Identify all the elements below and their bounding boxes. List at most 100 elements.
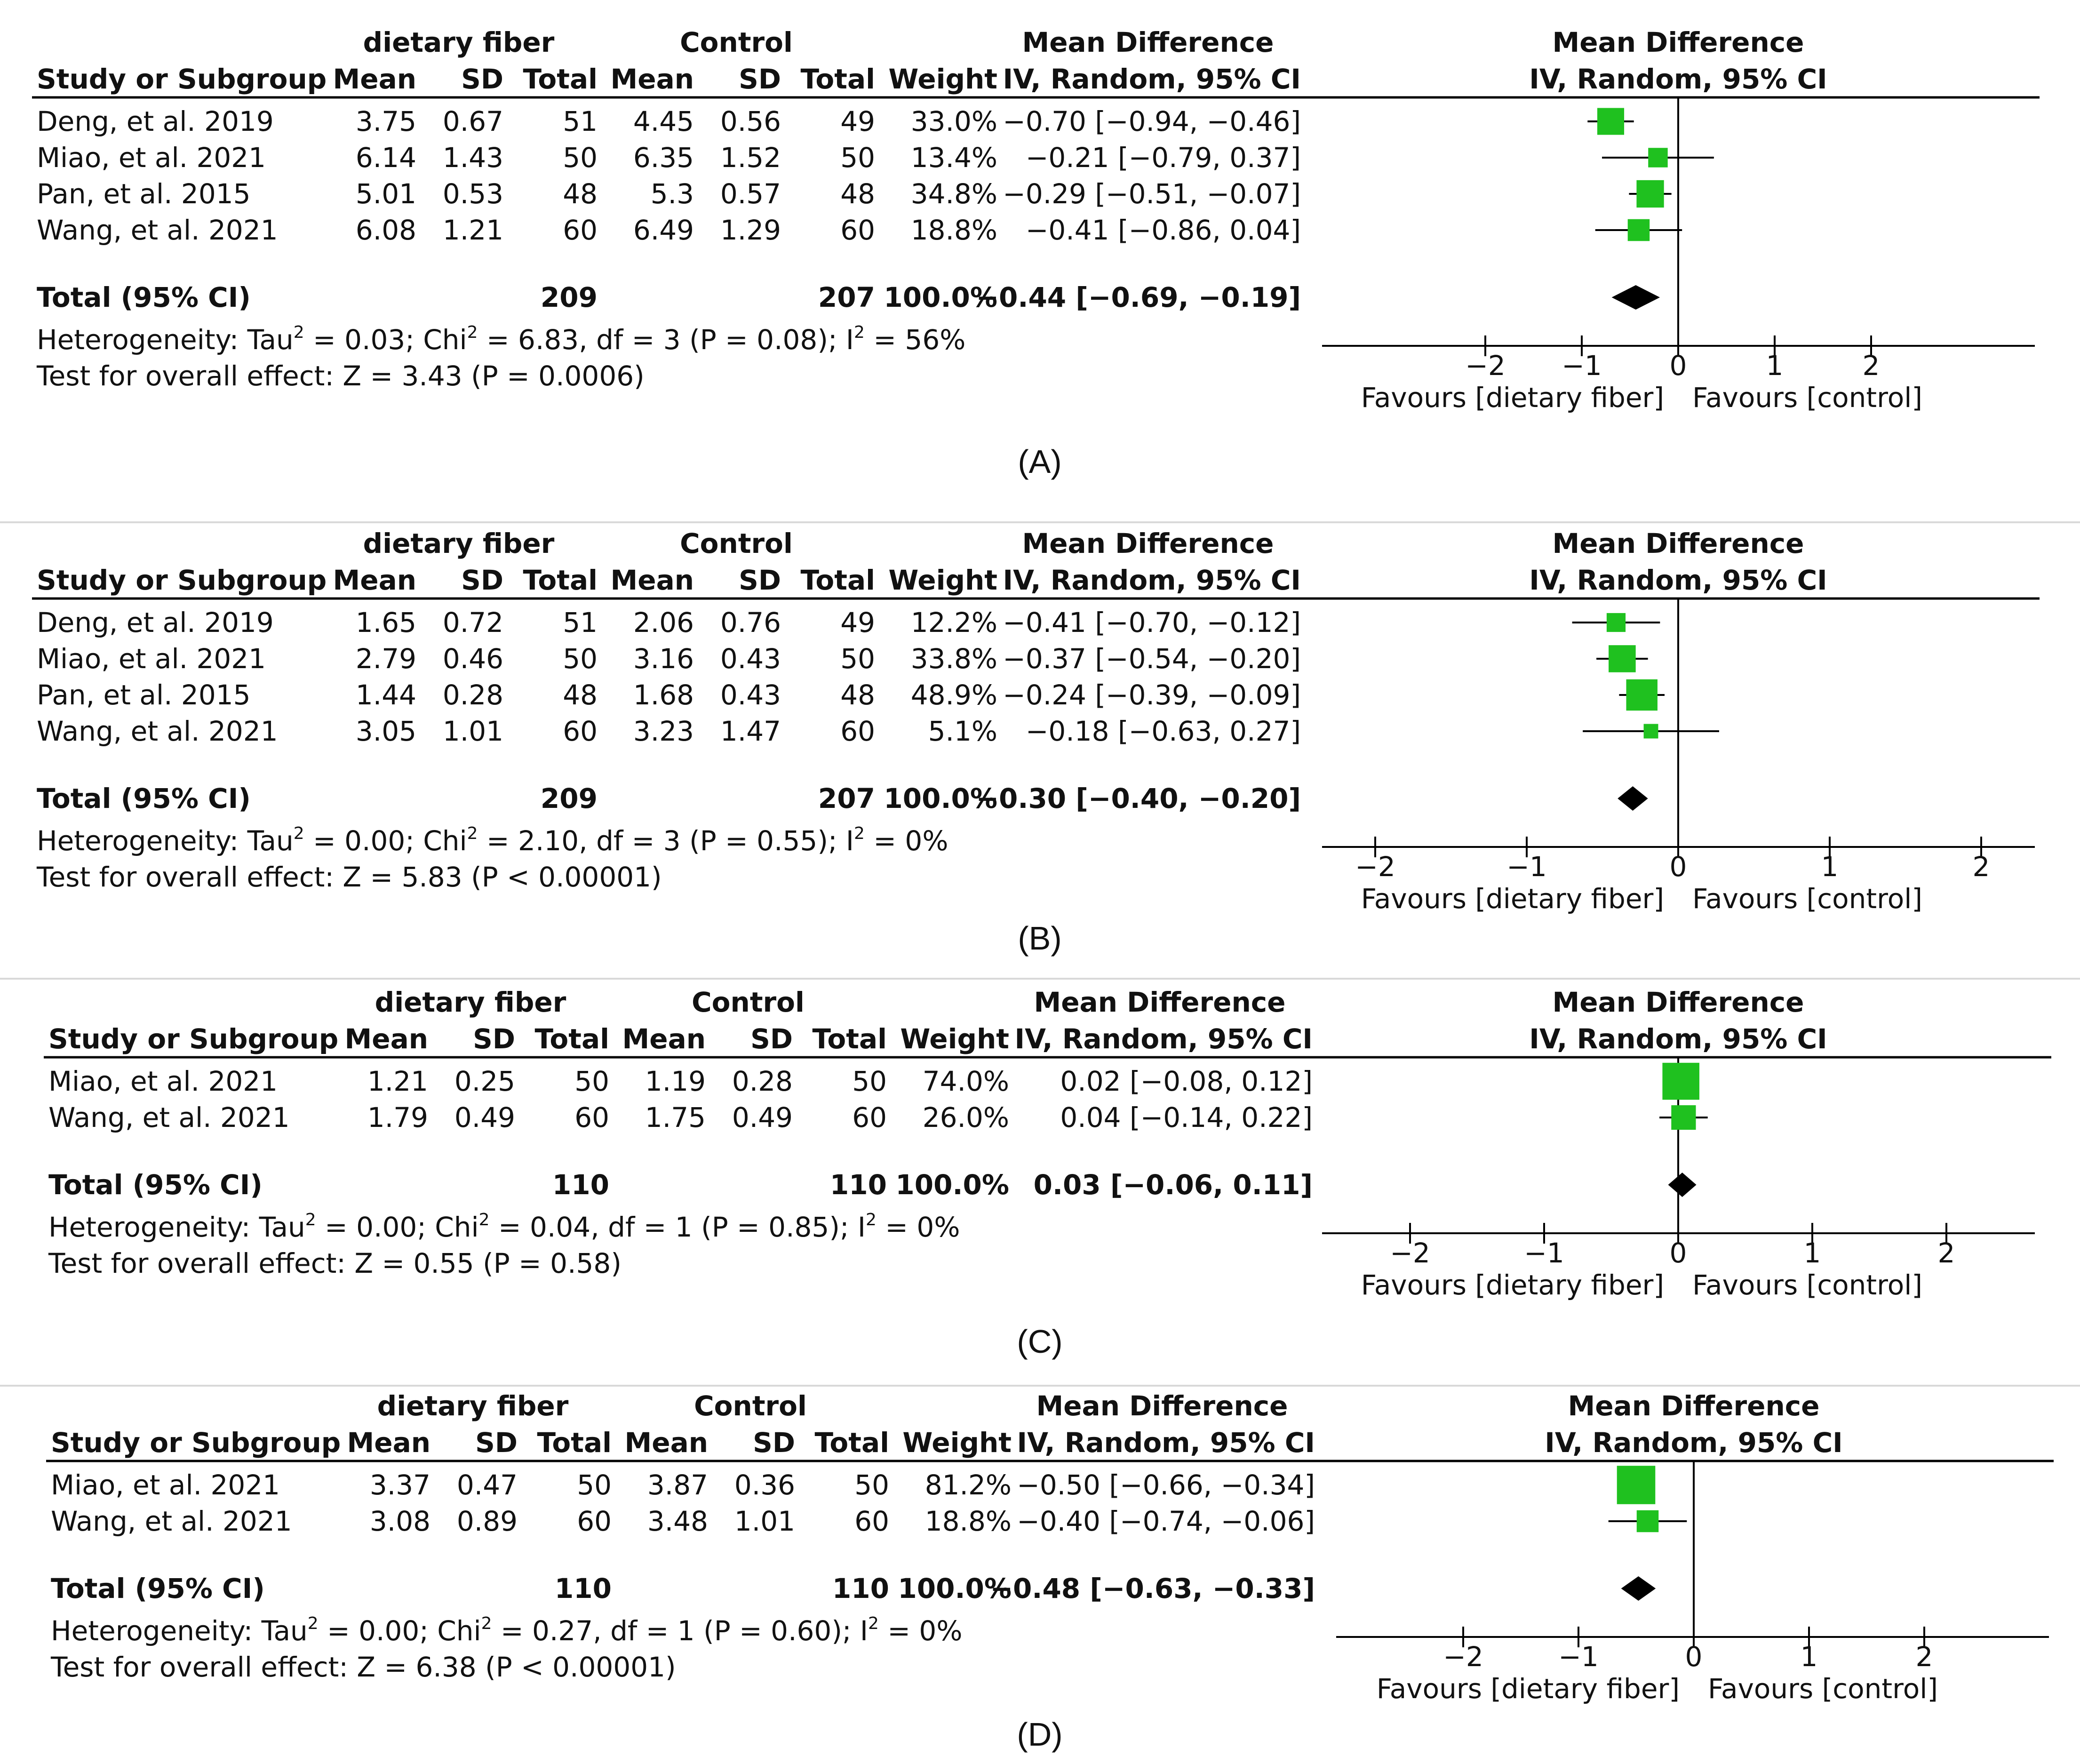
exp-total: 60 [563,715,598,747]
ctrl-mean: 2.06 [633,607,694,639]
study-name: Miao, et al. 2021 [37,643,266,675]
study-column-header: Study or Subgroup [37,564,327,596]
heterogeneity-text: Heterogeneity: Tau2 = 0.00; Chi2 = 0.04,… [48,1210,960,1243]
total-ctrl: 207 [818,782,875,814]
forest-panel-b: dietary fiber Control Mean Difference Mean … [0,527,2080,980]
x-tick-label: −2 [1465,350,1506,382]
forest-method-header: IV, Random, 95% CI [1545,1427,1843,1459]
heterogeneity-prefix: Heterogeneity: Tau [51,1615,308,1647]
ctrl-mean: 3.16 [633,643,694,675]
study-effect-square [1648,148,1668,168]
total-exp: 209 [541,782,598,814]
heterogeneity-chi_sq: = 0.04, df = 1 (P = 0.85); I [490,1211,866,1243]
heterogeneity-i_sq: = 0% [877,1211,960,1243]
heterogeneity-tau_sq: = 0.00; Chi [316,1211,479,1243]
ctrl-total: 49 [840,105,875,137]
mean-header: Mean [611,564,694,596]
x-tick-label: 0 [1685,1641,1703,1673]
total-header: Total [813,1023,887,1055]
sd-header: SD [475,1427,518,1459]
study-ci: 0.04 [−0.14, 0.22] [1060,1102,1313,1133]
study-effect-square [1609,645,1636,672]
mean-header: Mean [347,1427,430,1459]
favours-right-label: Favours [control] [1692,382,1922,414]
ctrl-mean: 6.35 [633,142,694,174]
exp-mean: 3.75 [356,105,416,137]
superscript-2: 2 [305,1210,316,1229]
pooled-effect-diamond [1611,285,1660,310]
x-tick-label: 2 [1973,851,1990,883]
total-header: Total [801,564,875,596]
exp-mean: 3.05 [356,715,416,747]
ctrl-sd: 0.76 [720,607,781,639]
mean-header: Mean [622,1023,706,1055]
favours-left-label: Favours [dietary fiber] [1361,1269,1664,1301]
favours-right-label: Favours [control] [1708,1673,1938,1705]
mean-header: Mean [333,564,416,596]
study-ci: −0.70 [−0.94, −0.46] [1003,105,1301,137]
exp-total: 60 [563,214,598,246]
panel-caption: (A) [1018,443,1061,480]
exp-mean: 3.37 [370,1469,430,1501]
mean-header: Mean [333,63,416,95]
forest-md-header: Mean Difference [1568,1390,1820,1422]
overall-effect-text: Test for overall effect: Z = 6.38 (P < 0… [50,1651,676,1683]
study-weight: 18.8% [925,1505,1012,1537]
study-weight: 33.8% [911,643,997,675]
mean-header: Mean [345,1023,428,1055]
study-effect-square [1636,1510,1659,1533]
study-weight: 26.0% [923,1102,1009,1133]
md-method-header: IV, Random, 95% CI [1017,1427,1315,1459]
total-header: Total [537,1427,612,1459]
study-effect-square [1606,613,1626,632]
heterogeneity-chi_sq: = 2.10, df = 3 (P = 0.55); I [478,825,854,857]
study-name: Miao, et al. 2021 [48,1065,278,1097]
ctrl-mean: 4.45 [633,105,694,137]
ctrl-sd: 0.36 [734,1469,795,1501]
exp-total: 60 [574,1102,609,1133]
total-header: Total [815,1427,889,1459]
exp-sd: 0.72 [443,607,503,639]
group-header-control: Control [692,986,805,1018]
ctrl-mean: 3.87 [647,1469,708,1501]
overall-effect-text: Test for overall effect: Z = 5.83 (P < 0… [36,861,662,893]
exp-mean: 6.14 [356,142,416,174]
study-effect-square [1626,679,1658,711]
study-ci: −0.21 [−0.79, 0.37] [1026,142,1301,174]
ctrl-sd: 1.52 [720,142,781,174]
total-label: Total (95% CI) [51,1572,265,1604]
ctrl-total: 50 [840,142,875,174]
study-column-header: Study or Subgroup [51,1427,341,1459]
study-weight: 5.1% [928,715,997,747]
group-header-control: Control [694,1390,807,1422]
study-name: Pan, et al. 2015 [37,178,251,210]
forest-md-header: Mean Difference [1553,26,1804,58]
sd-header: SD [461,63,503,95]
x-tick-label: 1 [1821,851,1839,883]
exp-sd: 0.25 [454,1065,515,1097]
heterogeneity-tau_sq: = 0.03; Chi [304,324,467,356]
x-tick-label: 2 [1863,350,1880,382]
ctrl-total: 60 [854,1505,889,1537]
weight-header: Weight [900,1023,1009,1055]
study-weight: 81.2% [925,1469,1012,1501]
md-method-header: IV, Random, 95% CI [1003,564,1301,596]
total-header: Total [535,1023,609,1055]
forest-method-header: IV, Random, 95% CI [1529,1023,1827,1055]
heterogeneity-prefix: Heterogeneity: Tau [37,825,294,857]
exp-mean: 2.79 [356,643,416,675]
exp-mean: 1.79 [367,1102,428,1133]
mean-header: Mean [611,63,694,95]
x-tick-label: −1 [1524,1237,1564,1269]
heterogeneity-i_sq: = 0% [865,825,948,857]
ctrl-sd: 0.56 [720,105,781,137]
sd-header: SD [461,564,503,596]
group-header-dietary-fiber: dietary fiber [363,527,555,559]
exp-sd: 1.21 [443,214,503,246]
x-tick-label: −2 [1443,1641,1483,1673]
study-weight: 12.2% [911,607,997,639]
total-weight: 100.0% [898,1572,1012,1604]
ctrl-sd: 0.28 [732,1065,793,1097]
heterogeneity-text: Heterogeneity: Tau2 = 0.00; Chi2 = 0.27,… [51,1614,962,1647]
superscript-2: 2 [467,323,478,342]
